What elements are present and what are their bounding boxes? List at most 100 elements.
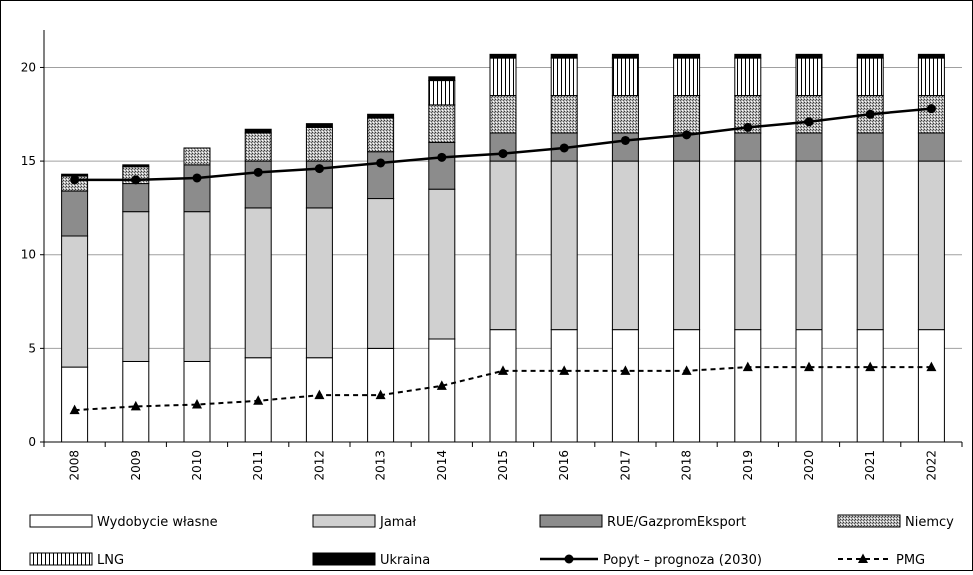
legend-swatch: [539, 514, 603, 528]
bar-segment: [489, 329, 517, 443]
marker-popyt: [131, 175, 141, 185]
marker-popyt: [376, 158, 386, 168]
marker-popyt: [192, 173, 202, 183]
marker-pmg: [681, 365, 692, 375]
y-tick-label: 20: [21, 60, 36, 74]
bar-segment: [795, 160, 823, 331]
x-tick-label: 2021: [863, 450, 877, 481]
x-tick-label: 2011: [251, 450, 265, 481]
marker-pmg: [314, 389, 325, 400]
bar-segment: [795, 132, 823, 162]
marker-pmg: [192, 399, 202, 409]
bar-segment: [428, 76, 456, 82]
x-tick-label: 2015: [496, 450, 510, 481]
x-tick-label: 2008: [68, 450, 82, 481]
x-tick-label: 2018: [680, 450, 694, 481]
bar-segment: [611, 57, 639, 97]
marker-pmg: [865, 361, 876, 372]
tick-labels: 0 5 10 15 20 2008 2009 2010 2011 2012 2013 2014 2015…: [21, 60, 939, 480]
bar-segment: [856, 57, 884, 97]
bar-segment: [305, 126, 333, 162]
marker-popyt: [682, 130, 692, 140]
bar-segment: [489, 160, 517, 331]
marker-popyt: [70, 175, 80, 185]
legend-swatch: [837, 514, 901, 528]
legend-swatch: [29, 514, 93, 528]
bar-segment: [122, 211, 150, 362]
marker-popyt: [865, 109, 875, 119]
bar-segment: [917, 132, 945, 162]
marker-pmg: [375, 389, 386, 400]
x-tick-label: 2010: [190, 450, 204, 481]
bar-segment: [795, 53, 823, 59]
bar-segment: [428, 141, 456, 190]
bar-segment: [550, 160, 578, 331]
x-tick-label: 2019: [741, 450, 755, 481]
bar-segment: [795, 57, 823, 97]
bar-segment: [611, 329, 639, 443]
legend: Wydobycie własne Jamał RUE/GazpromEksport N…: [29, 514, 954, 568]
bar-segment: [611, 160, 639, 331]
marker-popyt: [743, 122, 753, 132]
marker-popyt: [314, 164, 324, 174]
bar-segment: [611, 53, 639, 59]
bar-segment: [61, 190, 89, 237]
bar-segment: [428, 338, 456, 443]
bar-segment: [244, 207, 272, 359]
bar-segment: [550, 53, 578, 59]
marker-pmg: [69, 404, 80, 415]
bar-segment: [122, 164, 150, 168]
bar-segment: [673, 160, 701, 331]
legend-label: Jamał: [379, 515, 416, 530]
bar-segment: [305, 207, 333, 359]
bar-segment: [244, 128, 272, 134]
bar-segment: [673, 95, 701, 134]
bar-segment: [917, 329, 945, 443]
x-tick-label: 2020: [802, 450, 816, 481]
legend-marker-pmg: [858, 553, 868, 563]
x-tick-label: 2022: [924, 450, 938, 481]
bar-segment: [489, 53, 517, 59]
marker-popyt: [620, 135, 630, 145]
y-tick-label: 0: [28, 435, 36, 449]
x-tick-label: 2017: [618, 450, 632, 481]
bar-segment: [489, 95, 517, 134]
bar-segment: [795, 95, 823, 134]
bar-segment: [61, 366, 89, 443]
legend-swatch: [312, 552, 376, 566]
bar-segment: [673, 57, 701, 97]
marker-pmg: [804, 361, 814, 372]
x-tick-label: 2009: [129, 450, 143, 481]
marker-popyt: [559, 143, 569, 153]
bar-segment: [550, 329, 578, 443]
y-tick-label: 10: [21, 248, 36, 262]
bar-segment: [428, 104, 456, 143]
bar-segment: [917, 95, 945, 134]
legend-label: Wydobycie własne: [97, 515, 218, 530]
bar-segment: [734, 329, 762, 443]
marker-popyt: [437, 152, 447, 162]
marker-pmg: [559, 365, 570, 375]
bar-segment: [611, 95, 639, 134]
marker-pmg: [742, 361, 753, 372]
marker-pmg: [498, 365, 508, 375]
marker-popyt: [804, 117, 814, 127]
y-tick-label: 5: [28, 341, 36, 355]
legend-marker-popyt: [564, 554, 574, 564]
bar-segment: [673, 329, 701, 443]
x-tick-label: 2012: [312, 450, 326, 481]
marker-pmg: [130, 400, 141, 411]
bar-segment: [917, 57, 945, 97]
legend-label: RUE/GazpromEksport: [607, 515, 746, 530]
marker-popyt: [498, 149, 508, 159]
bar-segment: [856, 53, 884, 59]
bar-segment: [183, 211, 211, 362]
bar-segment: [367, 117, 395, 153]
marker-popyt: [926, 104, 936, 114]
bar-segment: [734, 132, 762, 162]
x-tick-label: 2016: [557, 450, 571, 481]
legend-label: Popyt – prognoza (2030): [603, 553, 762, 568]
legend-label: PMG: [896, 553, 925, 568]
x-tick-label: 2014: [435, 450, 449, 481]
